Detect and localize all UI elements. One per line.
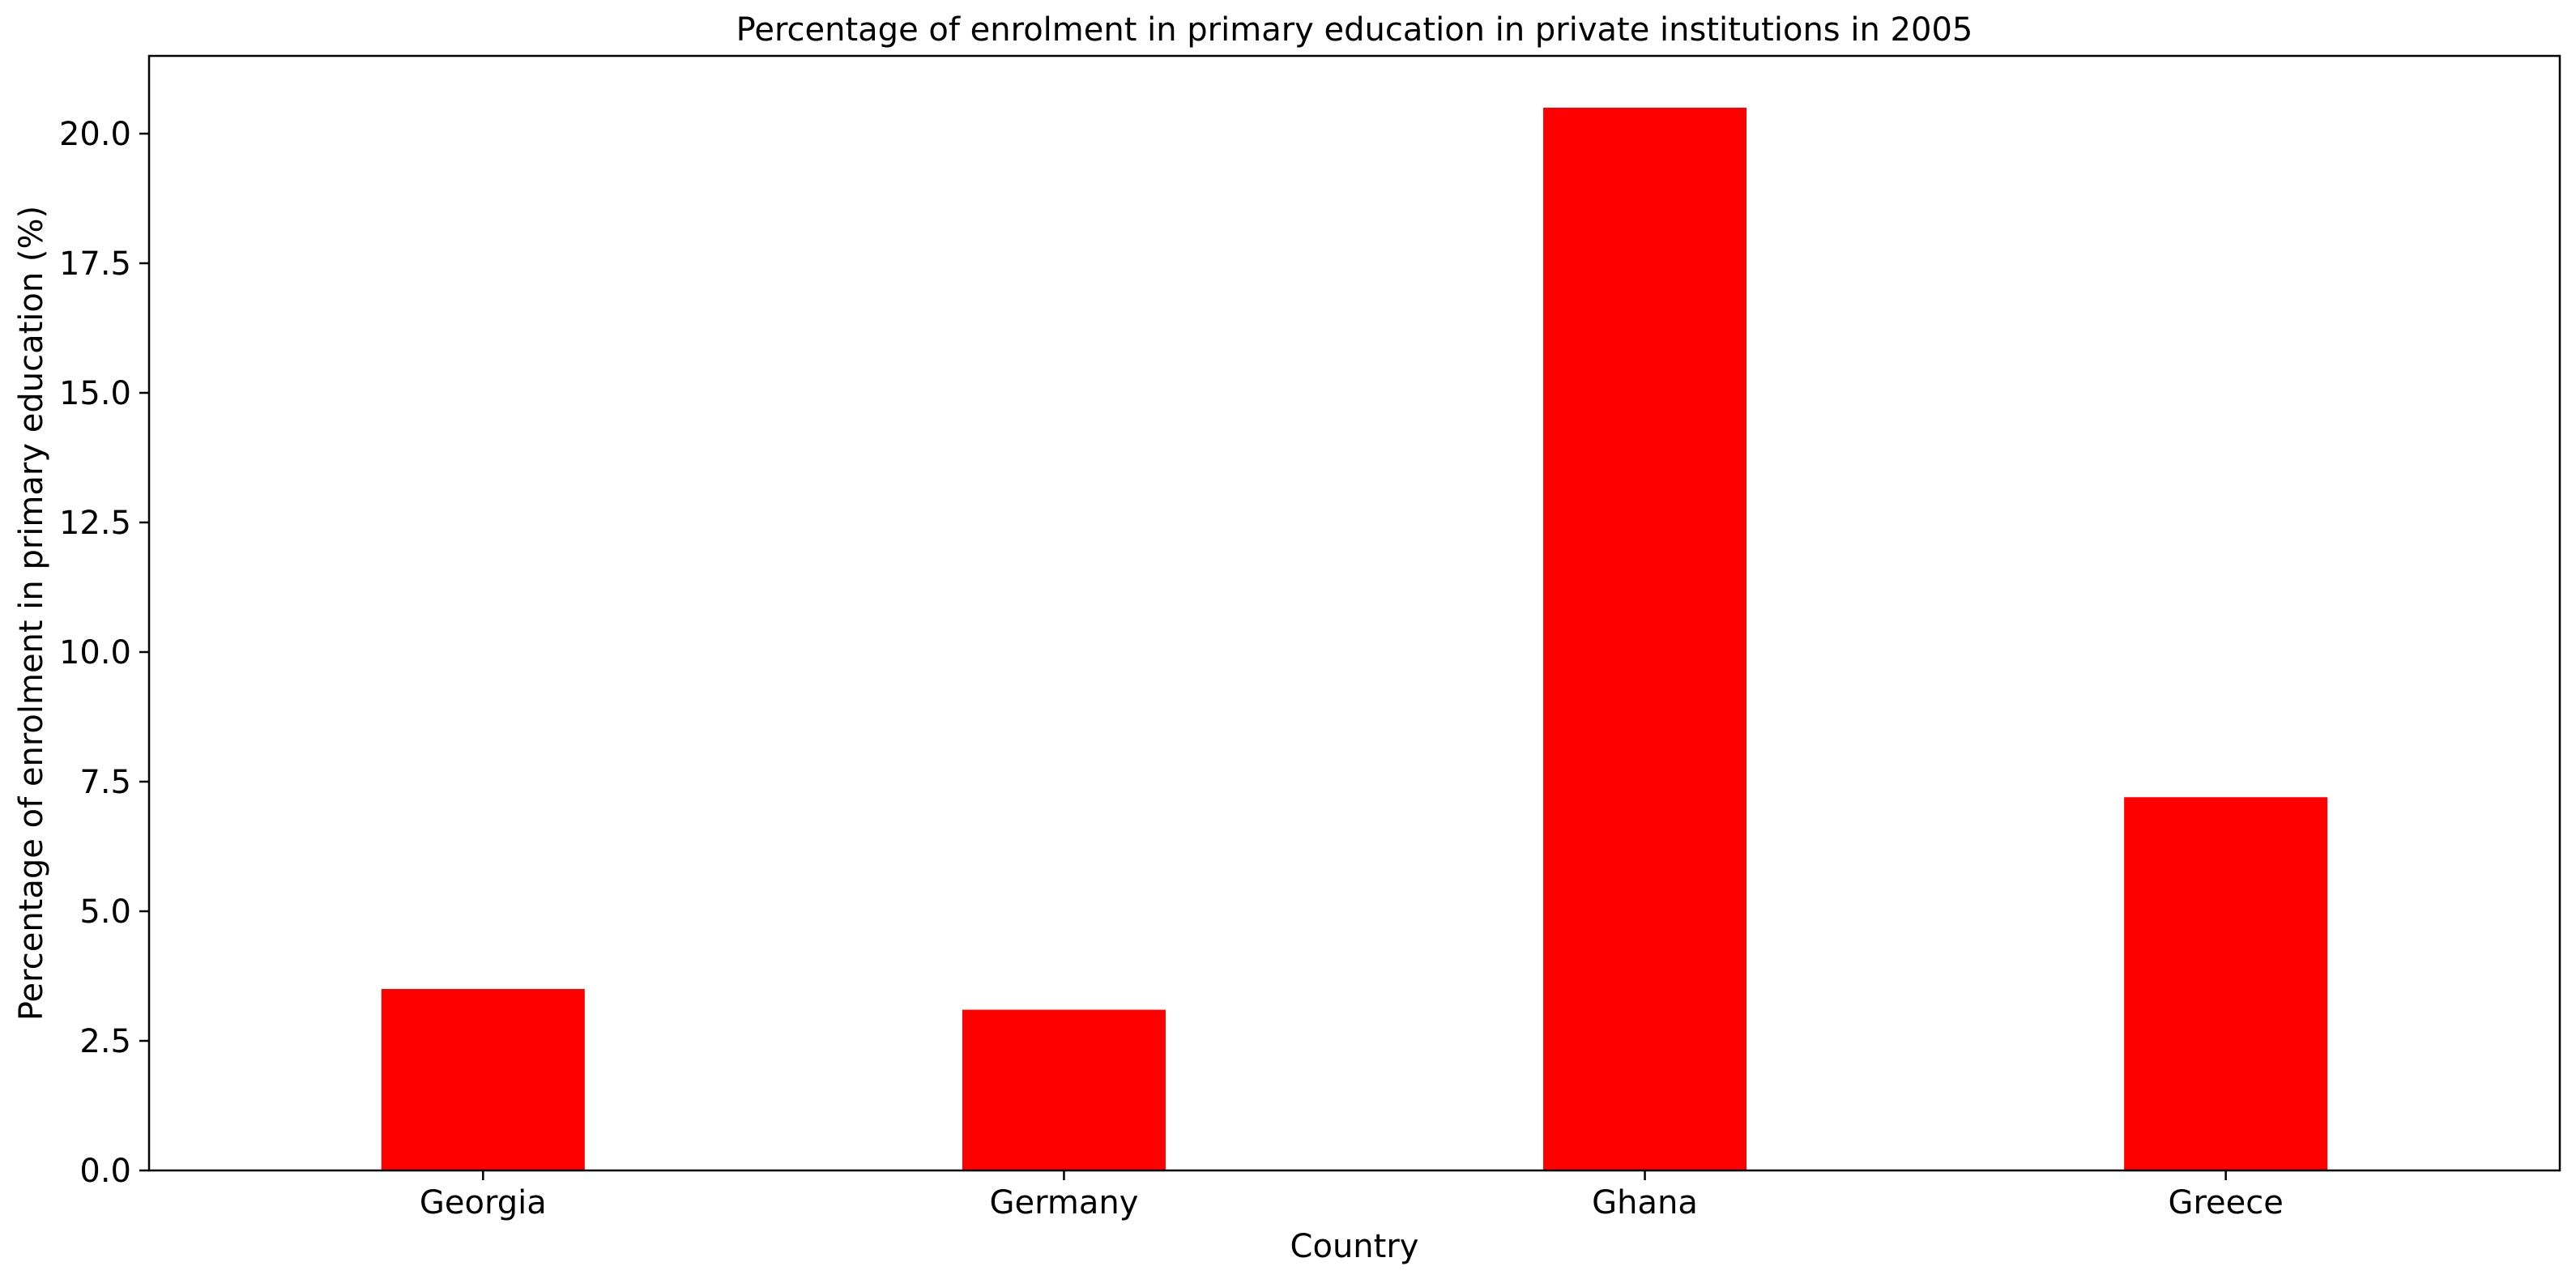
bar-ghana [1543,108,1747,1170]
y-tick-label: 10.0 [59,634,131,671]
y-tick-label: 20.0 [59,116,131,153]
x-tick-label: Ghana [1592,1184,1698,1221]
y-tick-label: 15.0 [59,375,131,412]
y-tick-label: 0.0 [79,1153,131,1190]
bar-greece [2124,797,2328,1170]
y-tick-label: 17.5 [59,245,131,283]
bars-group [381,108,2328,1170]
x-axis-ticks: Georgia Germany Ghana Greece [420,1170,2284,1221]
y-axis-ticks: 0.0 2.5 5.0 7.5 10.0 12.5 15.0 17.5 20.0 [59,116,149,1190]
y-tick-label: 2.5 [79,1023,131,1060]
bar-germany [962,1009,1166,1170]
x-axis-label: Country [1290,1228,1419,1265]
bar-georgia [381,989,585,1170]
x-tick-label: Germany [990,1184,1139,1221]
x-tick-label: Georgia [420,1184,547,1221]
y-tick-label: 5.0 [79,893,131,931]
x-tick-label: Greece [2168,1184,2283,1221]
y-tick-label: 12.5 [59,505,131,542]
chart-title: Percentage of enrolment in primary educa… [736,11,1973,49]
y-tick-label: 7.5 [79,764,131,801]
y-axis-label: Percentage of enrolment in primary educa… [13,206,50,1021]
plot-frame [147,54,2561,1172]
